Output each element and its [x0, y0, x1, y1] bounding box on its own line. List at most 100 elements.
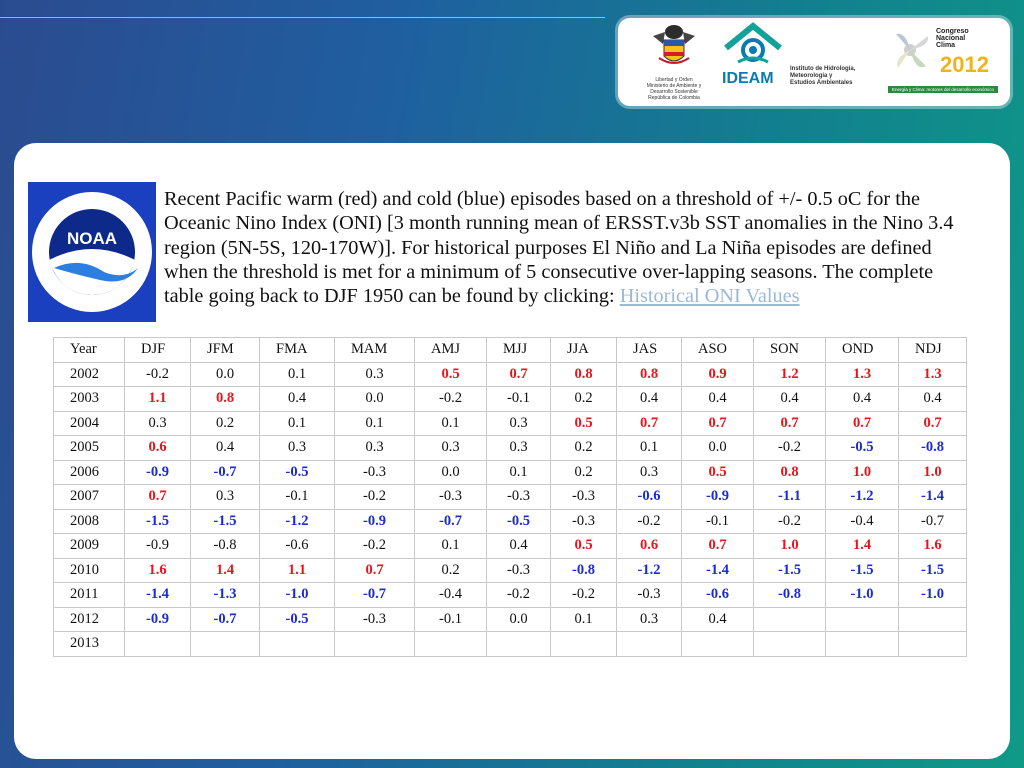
table-row: 2012 -0.9 -0.7 -0.5 -0.3 -0.1 0.0 0.1 0.3 0.4 — [53, 606, 967, 632]
oni-value-cell: -0.2 — [550, 582, 617, 608]
oni-value-cell — [825, 631, 899, 657]
col-header: MAM — [334, 337, 415, 363]
oni-value-cell: 0.3 — [616, 606, 682, 632]
col-header: OND — [825, 337, 899, 363]
table-header-row: Year DJF JFM FMA MAM AMJ MJJ JJA JAS ASO… — [53, 337, 967, 363]
oni-value-cell — [334, 631, 415, 657]
oni-value-cell: 1.1 — [259, 557, 335, 583]
oni-value-cell: 0.7 — [898, 410, 967, 436]
oni-value-cell: -0.8 — [898, 435, 967, 461]
col-header: ASO — [681, 337, 754, 363]
minam-line: Ministerio de Ambiente y — [646, 83, 702, 89]
oni-value-cell: 0.1 — [486, 459, 551, 485]
oni-value-cell: 0.6 — [616, 533, 682, 559]
oni-value-cell: 0.0 — [414, 459, 487, 485]
col-header: JJA — [550, 337, 617, 363]
table-row: 2002 -0.2 0.0 0.1 0.3 0.5 0.7 0.8 0.8 0.9 1.2 1.3 1.… — [53, 361, 967, 387]
oni-value-cell: 0.4 — [190, 435, 260, 461]
oni-value-cell: 0.9 — [681, 361, 754, 387]
oni-value-cell: 0.1 — [414, 410, 487, 436]
oni-value-cell: 0.1 — [414, 533, 487, 559]
year-cell: 2005 — [53, 435, 125, 461]
col-header: AMJ — [414, 337, 487, 363]
oni-value-cell — [190, 631, 260, 657]
oni-value-cell: 0.5 — [550, 533, 617, 559]
year-cell: 2013 — [53, 631, 125, 657]
year-cell: 2007 — [53, 484, 125, 510]
oni-value-cell: -0.7 — [414, 508, 487, 534]
table-row: 2003 1.1 0.8 0.4 0.0 -0.2 -0.1 0.2 0.4 0.4 0.4 0.4 0… — [53, 386, 967, 412]
year-cell: 2006 — [53, 459, 125, 485]
minam-text: Libertad y Orden Ministerio de Ambiente … — [632, 77, 716, 101]
oni-value-cell — [753, 606, 826, 632]
oni-value-cell: -0.3 — [486, 484, 551, 510]
oni-value-cell: -0.3 — [550, 484, 617, 510]
oni-value-cell: 1.4 — [190, 557, 260, 583]
oni-value-cell: 1.6 — [898, 533, 967, 559]
oni-value-cell: 0.8 — [616, 361, 682, 387]
minam-line: República de Colombia — [648, 95, 700, 101]
oni-table: Year DJF JFM FMA MAM AMJ MJJ JJA JAS ASO… — [53, 337, 967, 657]
oni-value-cell: 1.4 — [825, 533, 899, 559]
oni-value-cell: -1.5 — [825, 557, 899, 583]
oni-value-cell: 1.3 — [825, 361, 899, 387]
col-header: JFM — [190, 337, 260, 363]
year-cell: 2003 — [53, 386, 125, 412]
oni-value-cell: 0.8 — [190, 386, 260, 412]
oni-value-cell: 0.7 — [681, 533, 754, 559]
col-header: MJJ — [486, 337, 551, 363]
year-cell: 2002 — [53, 361, 125, 387]
table-row: 2009 -0.9 -0.8 -0.6 -0.2 0.1 0.4 0.5 0.6 0.7 1.0 1.… — [53, 533, 967, 559]
oni-value-cell: 1.0 — [898, 459, 967, 485]
minam-line: Libertad y Orden — [655, 77, 693, 83]
oni-value-cell: 1.0 — [825, 459, 899, 485]
oni-value-cell: -1.5 — [190, 508, 260, 534]
col-header: Year — [53, 337, 125, 363]
oni-value-cell — [898, 631, 967, 657]
table-row: 2008 -1.5 -1.5 -1.2 -0.9 -0.7 -0.5 -0.3 -0.2 -0.1… — [53, 508, 967, 534]
oni-value-cell — [681, 631, 754, 657]
oni-value-cell: -0.3 — [550, 508, 617, 534]
congreso-tagline: Energía y Clima: motores del desarrollo … — [888, 86, 998, 93]
oni-value-cell — [486, 631, 551, 657]
oni-value-cell — [414, 631, 487, 657]
oni-value-cell: -1.5 — [898, 557, 967, 583]
oni-description: Recent Pacific warm (red) and cold (blue… — [164, 187, 974, 308]
congreso-year: 2012 — [940, 52, 989, 77]
congreso-line: Congreso — [936, 28, 969, 35]
oni-value-cell: -0.4 — [825, 508, 899, 534]
oni-value-cell: -0.2 — [486, 582, 551, 608]
header-rule — [0, 17, 605, 18]
oni-value-cell: -1.0 — [259, 582, 335, 608]
oni-value-cell: -0.8 — [550, 557, 617, 583]
oni-value-cell: 0.7 — [486, 361, 551, 387]
oni-value-cell: -1.0 — [898, 582, 967, 608]
oni-value-cell: 0.4 — [825, 386, 899, 412]
oni-value-cell: 0.3 — [259, 435, 335, 461]
congreso-clima-logo-icon — [896, 33, 929, 68]
table-row: 2006 -0.9 -0.7 -0.5 -0.3 0.0 0.1 0.2 0.3 0.5 0.8 1.… — [53, 459, 967, 485]
oni-value-cell: 0.1 — [550, 606, 617, 632]
historical-oni-link[interactable]: Historical ONI Values — [619, 285, 800, 308]
oni-value-cell: 0.2 — [550, 435, 617, 461]
oni-value-cell — [259, 631, 335, 657]
oni-value-cell: 0.1 — [334, 410, 415, 436]
oni-value-cell: 0.7 — [825, 410, 899, 436]
oni-value-cell: 1.2 — [753, 361, 826, 387]
oni-value-cell: -0.7 — [898, 508, 967, 534]
oni-value-cell: -1.4 — [898, 484, 967, 510]
oni-value-cell: 0.2 — [550, 459, 617, 485]
oni-value-cell: 0.0 — [190, 361, 260, 387]
oni-value-cell — [753, 631, 826, 657]
oni-value-cell: 0.3 — [190, 484, 260, 510]
oni-value-cell: 1.1 — [124, 386, 191, 412]
description-text: Recent Pacific warm (red) and cold (blue… — [164, 188, 954, 308]
oni-table-body: 2002 -0.2 0.0 0.1 0.3 0.5 0.7 0.8 0.8 0.9 1.2 1.3 1.… — [53, 361, 967, 657]
table-row: 2013 — [53, 631, 967, 657]
oni-value-cell: 0.3 — [486, 435, 551, 461]
oni-value-cell: -0.2 — [414, 386, 487, 412]
oni-value-cell: -0.9 — [124, 459, 191, 485]
oni-value-cell: -0.3 — [334, 459, 415, 485]
ideam-line: Instituto de Hidrología, — [790, 66, 856, 72]
oni-value-cell: 1.0 — [753, 533, 826, 559]
